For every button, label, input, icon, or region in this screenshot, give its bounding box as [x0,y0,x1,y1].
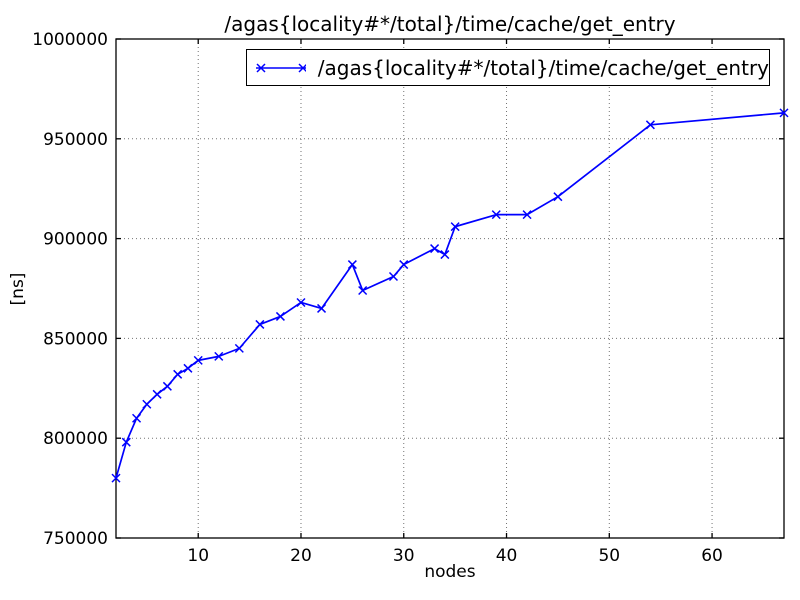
data-point-marker [255,319,265,329]
y-tick-label: 850000 [43,329,108,349]
data-point-marker [491,210,501,220]
y-tick-label: 800000 [43,429,108,449]
data-point-marker [234,343,244,353]
data-point-marker [399,260,409,270]
plot-frame [115,38,785,539]
data-point-marker [173,369,183,379]
data-point-marker [430,244,440,254]
legend-line-sample [256,62,306,73]
x-tick-label: 20 [290,546,312,566]
x-axis-label: nodes [424,562,476,582]
data-point-marker [152,389,162,399]
y-axis-label: [ns] [8,272,28,306]
data-point-marker [450,222,460,232]
legend-x-marker-icon [256,62,266,73]
data-point-marker [296,297,306,308]
legend-label: /agas{locality#*/total}/time/cache/get_e… [317,55,769,80]
x-tick-label: 60 [701,546,723,566]
data-point-marker [121,437,131,447]
y-tick-label: 900000 [43,230,108,250]
y-tick-label: 750000 [43,529,108,549]
x-tick-label: 50 [598,546,620,566]
data-point-marker [162,381,172,391]
data-point-marker [645,120,655,130]
data-point-marker [214,351,224,361]
x-tick-label: 40 [496,546,518,566]
data-point-marker [193,355,203,365]
data-point-marker [132,413,142,423]
data-point-marker [347,260,357,270]
x-tick-label: 10 [187,546,209,566]
legend: /agas{locality#*/total}/time/cache/get_e… [246,49,770,86]
x-tick-label: 30 [393,546,415,566]
data-point-marker [779,108,789,118]
data-point-marker [440,250,450,260]
data-point-marker [111,473,121,483]
y-tick-label: 950000 [43,130,108,150]
data-point-marker [142,399,152,409]
chart-title: /agas{locality#*/total}/time/cache/get_e… [224,12,676,36]
data-point-marker [183,363,193,373]
data-point-marker [553,192,563,202]
legend-x-marker-icon [298,62,306,73]
y-tick-label: 1000000 [32,30,108,50]
data-point-marker [522,210,532,220]
data-point-marker [358,285,368,296]
data-line [115,112,785,479]
data-point-marker [388,271,399,282]
data-point-marker [317,303,327,313]
data-point-marker [275,311,285,321]
